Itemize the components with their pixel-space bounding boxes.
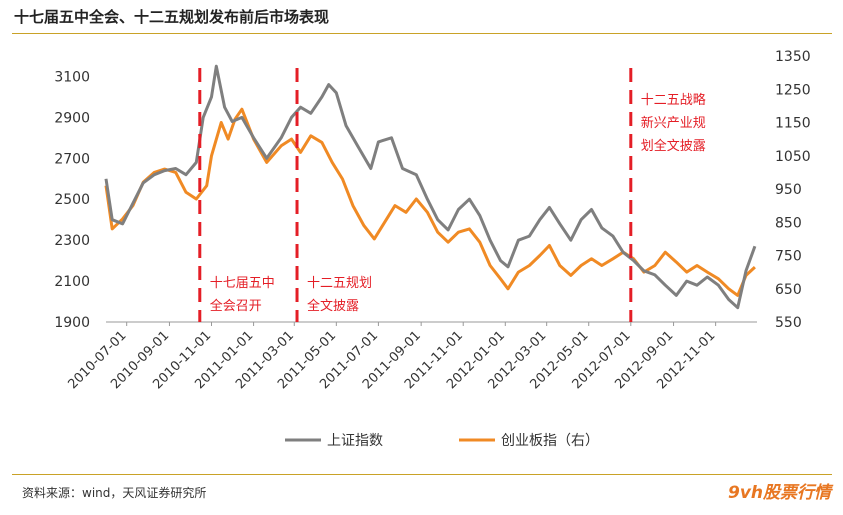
event-label-1: 全会召开 <box>210 298 262 314</box>
y-right-tick-label: 850 <box>775 215 802 231</box>
y-left-tick-label: 2500 <box>54 192 90 208</box>
y-right-tick-label: 950 <box>775 182 802 198</box>
series-line-chinext <box>104 107 756 297</box>
event-label-2: 全文披露 <box>307 298 359 314</box>
event-label-3: 十二五战略 <box>641 92 706 108</box>
y-right-tick-label: 1350 <box>775 49 811 65</box>
event-label-3: 新兴产业规 <box>641 115 706 131</box>
y-right-tick-label: 550 <box>775 315 802 331</box>
y-right-tick-label: 650 <box>775 282 802 298</box>
y-left-tick-label: 2700 <box>54 151 90 167</box>
y-left-tick-label: 2100 <box>54 274 90 290</box>
y-left-tick-label: 2900 <box>54 110 90 126</box>
chart-title: 十七届五中全会、十二五规划发布前后市场表现 <box>14 8 330 26</box>
footer-rule <box>12 474 832 475</box>
y-left-tick-label: 1900 <box>54 315 90 331</box>
series-line-shanghai <box>104 64 757 310</box>
y-right-tick-label: 750 <box>775 249 802 265</box>
y-left-tick-label: 3100 <box>54 69 90 85</box>
legend: 上证指数 创业板指（右） <box>285 433 599 449</box>
series-lines <box>104 64 757 310</box>
legend-label: 上证指数 <box>327 433 383 449</box>
source-note: 资料来源：wind，天风证券研究所 <box>22 486 207 500</box>
site-logo: 9vh股票行情 <box>727 483 831 503</box>
event-label-1: 十七届五中 <box>210 276 275 291</box>
line-chart: 2010-07-012010-09-012010-11-012011-01-01… <box>54 49 811 449</box>
y-right-tick-label: 1050 <box>775 149 811 165</box>
title-rule <box>12 33 832 34</box>
y-right-tick-label: 1250 <box>775 82 811 98</box>
event-label-2: 十二五规划 <box>307 276 372 291</box>
legend-label: 创业板指（右） <box>501 433 599 449</box>
y-right-tick-label: 1150 <box>775 116 811 132</box>
event-label-3: 划全文披露 <box>641 138 706 154</box>
y-left-tick-label: 2300 <box>54 233 90 249</box>
